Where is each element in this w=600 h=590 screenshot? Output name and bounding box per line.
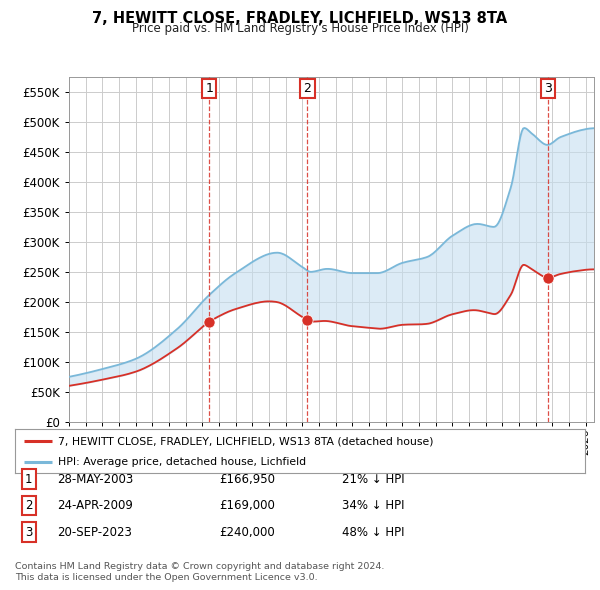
- Text: 24-APR-2009: 24-APR-2009: [57, 499, 133, 512]
- Text: HPI: Average price, detached house, Lichfield: HPI: Average price, detached house, Lich…: [58, 457, 306, 467]
- Text: 1: 1: [25, 473, 32, 486]
- Text: £169,000: £169,000: [219, 499, 275, 512]
- Text: 7, HEWITT CLOSE, FRADLEY, LICHFIELD, WS13 8TA (detached house): 7, HEWITT CLOSE, FRADLEY, LICHFIELD, WS1…: [58, 437, 433, 446]
- Text: 28-MAY-2003: 28-MAY-2003: [57, 473, 133, 486]
- Text: 3: 3: [25, 526, 32, 539]
- Text: 34% ↓ HPI: 34% ↓ HPI: [342, 499, 404, 512]
- Text: 2: 2: [25, 499, 32, 512]
- Text: 7, HEWITT CLOSE, FRADLEY, LICHFIELD, WS13 8TA: 7, HEWITT CLOSE, FRADLEY, LICHFIELD, WS1…: [92, 11, 508, 25]
- Text: 2: 2: [304, 82, 311, 95]
- Text: 21% ↓ HPI: 21% ↓ HPI: [342, 473, 404, 486]
- Text: £166,950: £166,950: [219, 473, 275, 486]
- Text: 20-SEP-2023: 20-SEP-2023: [57, 526, 132, 539]
- Text: 3: 3: [544, 82, 551, 95]
- Text: Contains HM Land Registry data © Crown copyright and database right 2024.
This d: Contains HM Land Registry data © Crown c…: [15, 562, 385, 582]
- Text: 1: 1: [205, 82, 213, 95]
- Text: 48% ↓ HPI: 48% ↓ HPI: [342, 526, 404, 539]
- Text: Price paid vs. HM Land Registry's House Price Index (HPI): Price paid vs. HM Land Registry's House …: [131, 22, 469, 35]
- Text: £240,000: £240,000: [219, 526, 275, 539]
